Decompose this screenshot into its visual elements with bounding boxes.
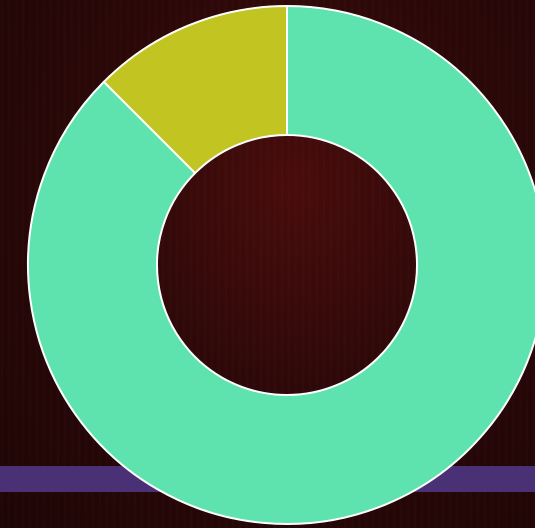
donut-slice-1[interactable] [27, 5, 535, 525]
donut-slice-2[interactable] [102, 5, 288, 175]
